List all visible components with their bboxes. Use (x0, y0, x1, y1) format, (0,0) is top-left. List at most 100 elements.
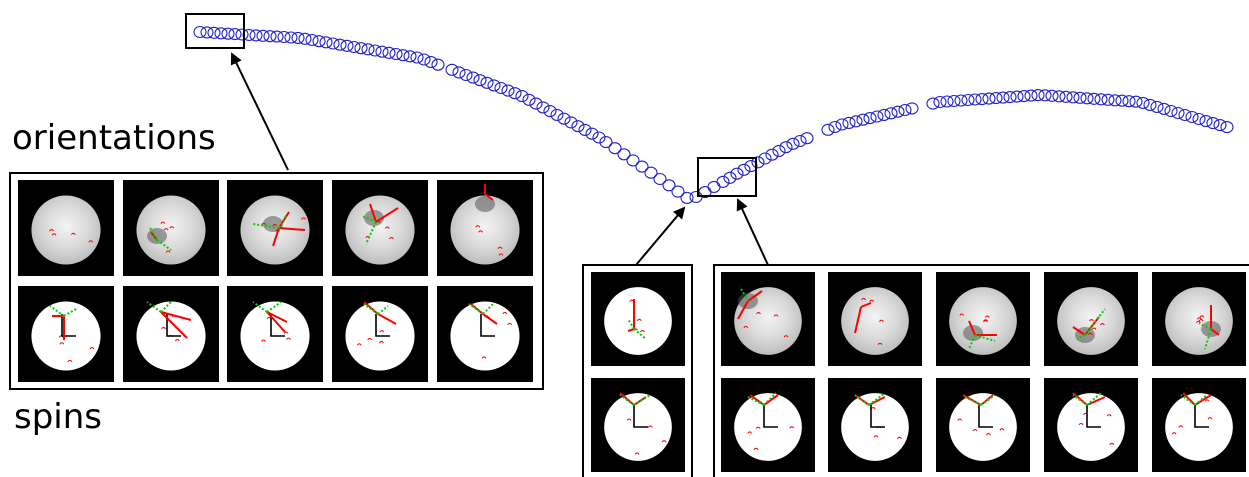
highlight-box-valley (697, 157, 757, 197)
trajectory-point (277, 30, 291, 44)
trajectory-point (389, 47, 403, 61)
trajectory-point (228, 28, 242, 41)
trajectory-point (1017, 90, 1031, 103)
trajectory-point (1220, 121, 1234, 134)
trajectory-point (863, 112, 877, 125)
trajectory-point (707, 180, 721, 193)
trajectory-point (291, 31, 305, 44)
trajectory-point (585, 127, 599, 140)
trajectory-point (375, 45, 389, 58)
trajectory-point (933, 95, 947, 109)
trajectory-point (926, 97, 940, 110)
trajectory-point (891, 105, 905, 118)
orientation-tile (936, 272, 1030, 366)
trajectory-point (459, 68, 473, 82)
trajectory-point (644, 166, 658, 179)
trajectory-point (361, 43, 375, 56)
trajectory-point (347, 40, 361, 54)
trajectory-point (1010, 90, 1024, 103)
spin-tile (227, 286, 323, 382)
trajectory-point (1164, 104, 1178, 118)
trajectory-point (529, 97, 543, 110)
arrow-to-start (230, 52, 289, 171)
trajectory-point (1101, 93, 1115, 106)
trajectory-point (671, 185, 685, 198)
trajectory-point (751, 156, 765, 169)
trajectory-point (1171, 106, 1185, 120)
trajectory-point (800, 132, 814, 145)
trajectory-point (877, 108, 891, 121)
trajectory-point (947, 94, 961, 108)
trajectory-point (635, 160, 649, 173)
trajectory-point (382, 46, 396, 59)
trajectory-point (1213, 119, 1227, 132)
arrow-to-valley-box (736, 198, 769, 266)
trajectory-point (221, 27, 235, 40)
trajectory-point (793, 134, 807, 148)
trajectory-point (354, 42, 368, 55)
trajectory-point (326, 37, 340, 50)
trajectory-point (772, 144, 786, 157)
trajectory-point (1129, 95, 1143, 108)
trajectory-point (333, 38, 347, 51)
spin-tile (828, 378, 922, 472)
trajectory-point (1038, 89, 1052, 102)
spin-tile (1044, 378, 1138, 472)
trajectory-point (884, 107, 898, 120)
trajectory-point (975, 93, 989, 106)
trajectory-point (730, 167, 744, 180)
spin-tile (437, 286, 533, 382)
orientations-label: orientations (12, 118, 216, 158)
trajectory-point (1157, 102, 1171, 115)
trajectory-point (200, 26, 214, 39)
trajectory-point (403, 50, 417, 63)
trajectory-point (550, 108, 564, 121)
trajectory-point (578, 123, 592, 136)
trajectory-point (996, 91, 1010, 104)
trajectory-point (680, 191, 694, 204)
trajectory-point (961, 93, 975, 107)
trajectory-point (508, 87, 522, 100)
trajectory-point (786, 137, 800, 150)
spin-tile (591, 272, 685, 366)
trajectory-point (543, 105, 557, 118)
trajectory-point (1206, 117, 1220, 130)
trajectory-point (1192, 112, 1206, 126)
trajectory-point (564, 116, 578, 129)
trajectory-point (1094, 93, 1108, 106)
trajectory-point (1059, 90, 1073, 103)
trajectory-point (445, 63, 459, 76)
trajectory-point (828, 120, 842, 134)
trajectory-point (305, 33, 319, 47)
trajectory-point (849, 115, 863, 128)
trajectory-point (319, 36, 333, 49)
trajectory-point (968, 93, 982, 106)
trajectory-point (1003, 91, 1017, 104)
trajectory-point (452, 66, 466, 79)
panel-left-frame (9, 172, 544, 390)
trajectory-point (193, 25, 207, 39)
trajectory-point (312, 35, 326, 48)
trajectory-point (249, 29, 263, 42)
trajectory-point (368, 44, 382, 57)
trajectory-point (716, 175, 730, 188)
trajectory-point (626, 154, 640, 167)
trajectory-point (765, 148, 779, 161)
trajectory-point (662, 179, 676, 192)
trajectory-point (424, 56, 438, 69)
trajectory-point (214, 27, 228, 40)
highlight-box-start (185, 13, 245, 49)
spin-tile (123, 286, 219, 382)
trajectory-curve (193, 25, 1234, 204)
trajectory-point (522, 93, 536, 106)
spin-tile (18, 286, 114, 382)
trajectory-point (557, 112, 571, 125)
trajectory-point (1087, 92, 1101, 105)
trajectory-point (608, 142, 622, 155)
trajectory-point (898, 103, 912, 117)
trajectory-point (284, 31, 298, 44)
spin-tile (332, 286, 428, 382)
trajectory-point (1073, 91, 1087, 104)
trajectory-point (431, 58, 445, 71)
trajectory-point (571, 120, 585, 133)
